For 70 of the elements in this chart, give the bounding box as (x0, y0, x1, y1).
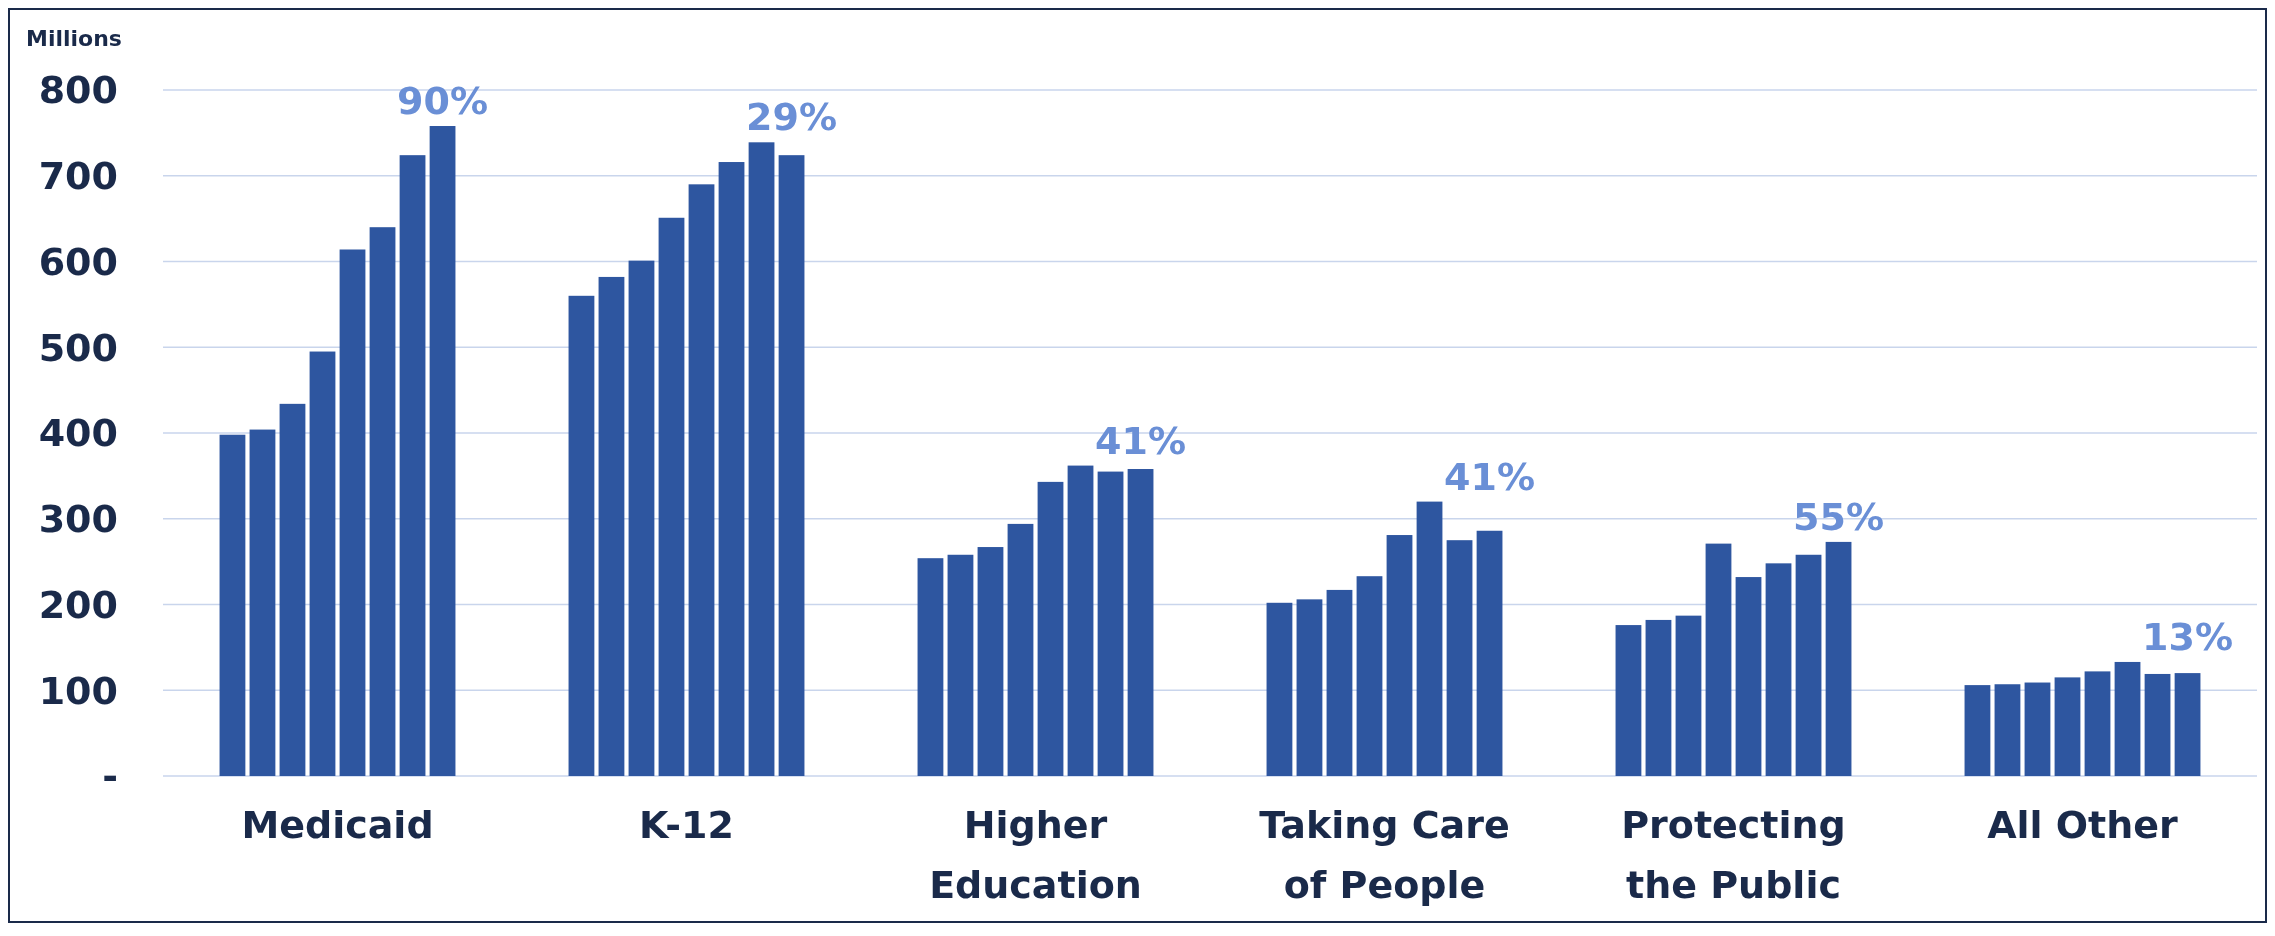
bar (1127, 469, 1154, 776)
bar (2144, 673, 2171, 776)
bar (339, 249, 366, 776)
y-axis-title: Millions (26, 26, 122, 51)
bar (1994, 684, 2021, 776)
annotation: 41% (1444, 454, 1536, 499)
x-tick-label: All Other (1987, 803, 2179, 847)
bar (1705, 543, 1732, 776)
bar (1735, 577, 1762, 776)
y-tick-label: 100 (38, 668, 118, 713)
bar (688, 184, 715, 776)
bar (2084, 671, 2111, 776)
bar (219, 434, 246, 776)
bar (1097, 471, 1124, 776)
y-tick-label: 800 (38, 68, 118, 113)
bar (1675, 615, 1702, 776)
annotation: 41% (1095, 418, 1187, 463)
bar (1037, 481, 1064, 776)
bar (1446, 540, 1473, 776)
y-tick-label: 700 (38, 154, 118, 199)
bar (1476, 530, 1503, 776)
annotation: 55% (1793, 494, 1885, 539)
bar (1007, 523, 1034, 776)
bar (429, 126, 456, 776)
annotation: 90% (397, 79, 489, 124)
bar (1386, 535, 1413, 776)
bar (628, 260, 655, 776)
x-tick-label: Taking Care of People (1259, 803, 1510, 907)
annotation: 13% (2142, 614, 2234, 659)
bar (568, 295, 595, 776)
bar (1964, 685, 1991, 776)
bar (1296, 599, 1323, 776)
bar (598, 276, 625, 776)
bar (947, 554, 974, 776)
x-tick-label: K-12 (639, 803, 734, 847)
annotation: 29% (746, 95, 838, 140)
bar (917, 558, 944, 776)
bar (1067, 465, 1094, 776)
y-tick-label: 500 (38, 325, 118, 370)
bar (1326, 589, 1353, 776)
bar (2114, 661, 2141, 776)
bar (1416, 501, 1443, 776)
bar (399, 155, 426, 776)
bar (2174, 673, 2201, 776)
bar (309, 351, 336, 776)
bar (748, 142, 775, 776)
y-tick-label: 400 (38, 411, 118, 456)
bar (658, 217, 685, 776)
y-tick-label: - (102, 754, 118, 799)
bar (279, 403, 306, 776)
bar (1765, 563, 1792, 776)
bar (977, 547, 1004, 776)
y-tick-label: 300 (38, 497, 118, 542)
bar (2054, 677, 2081, 776)
y-tick-label: 200 (38, 582, 118, 627)
bar (1266, 602, 1293, 776)
bar (249, 429, 276, 776)
bar (718, 162, 745, 776)
y-tick-label: 600 (38, 239, 118, 284)
bar (369, 227, 396, 776)
x-tick-label: Higher Education (929, 803, 1142, 907)
x-tick-label: Medicaid (241, 803, 434, 847)
bar (778, 155, 805, 776)
bar (1356, 576, 1383, 776)
bar (1645, 619, 1672, 776)
bar (1795, 554, 1822, 776)
x-tick-label: Protecting the Public (1621, 803, 1846, 907)
bar (1825, 541, 1852, 776)
bar (2024, 682, 2051, 776)
bar (1615, 625, 1642, 776)
